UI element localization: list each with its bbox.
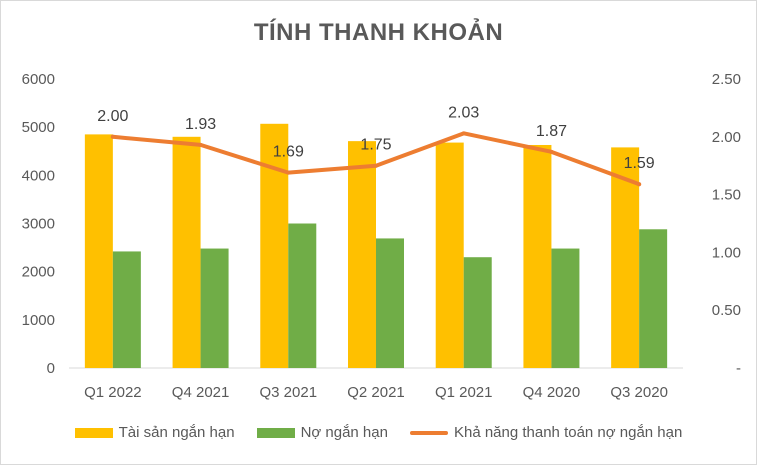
y-left-tick-label: 5000 xyxy=(22,119,55,136)
legend-item-no: Nợ ngắn hạn xyxy=(256,424,388,441)
bar-no xyxy=(112,251,141,368)
legend-item-kha-nang: Khả năng thanh toán nợ ngắn hạn xyxy=(409,424,683,441)
legend-label-tai-san: Tài sản ngắn hạn xyxy=(118,424,235,441)
x-tick-label: Q2 2021 xyxy=(347,384,405,401)
y-right-tick-label: 2.00 xyxy=(712,129,741,146)
line-point xyxy=(637,182,642,187)
data-label: 1.69 xyxy=(273,144,304,161)
data-label: 1.87 xyxy=(536,123,567,140)
bar-tai-san xyxy=(172,136,201,368)
legend-label-kha-nang: Khả năng thanh toán nợ ngắn hạn xyxy=(453,424,683,441)
x-tick-label: Q4 2021 xyxy=(172,384,230,401)
bar-tai-san xyxy=(523,144,552,368)
x-tick-label: Q3 2021 xyxy=(260,384,318,401)
legend: Tài sản ngắn hạn Nợ ngắn hạn Khả năng th… xyxy=(1,424,756,441)
y-right-tick-label: 1.50 xyxy=(712,187,741,204)
data-label: 2.00 xyxy=(97,108,128,125)
line-point xyxy=(461,131,466,136)
y-left-tick-label: 3000 xyxy=(22,216,55,233)
data-label: 1.59 xyxy=(624,155,655,172)
line-point xyxy=(110,134,115,139)
y-left-tick-label: 0 xyxy=(47,360,55,377)
legend-swatch-no xyxy=(256,427,295,438)
y-right-tick-label: - xyxy=(736,360,741,377)
x-tick-label: Q1 2021 xyxy=(435,384,493,401)
bar-no xyxy=(200,248,229,368)
data-label: 2.03 xyxy=(448,104,479,121)
bar-no xyxy=(463,257,492,368)
legend-item-tai-san: Tài sản ngắn hạn xyxy=(74,424,235,441)
legend-swatch-tai-san xyxy=(74,427,113,438)
y-right-tick-label: 1.00 xyxy=(712,244,741,261)
legend-swatch-kha-nang xyxy=(409,430,448,435)
data-label: 1.93 xyxy=(185,116,216,133)
bar-tai-san xyxy=(84,134,113,368)
data-label: 1.75 xyxy=(360,137,391,154)
x-tick-label: Q3 2020 xyxy=(610,384,668,401)
line-point xyxy=(374,163,378,168)
bar-no xyxy=(288,223,317,368)
y-right-tick-label: 2.50 xyxy=(712,71,741,88)
x-tick-label: Q4 2020 xyxy=(523,384,581,401)
y-left-tick-label: 6000 xyxy=(22,71,55,88)
legend-label-no: Nợ ngắn hạn xyxy=(300,424,388,441)
bar-no xyxy=(376,238,404,368)
y-right-tick-label: 0.50 xyxy=(712,302,741,319)
bar-tai-san xyxy=(348,141,376,368)
y-left-tick-label: 2000 xyxy=(22,264,55,281)
y-left-tick-label: 1000 xyxy=(22,312,55,329)
bar-tai-san xyxy=(435,142,464,368)
y-left-tick-label: 4000 xyxy=(22,167,55,184)
chart-title: TÍNH THANH KHOẢN xyxy=(253,19,504,46)
x-tick-label: Q1 2022 xyxy=(84,384,142,401)
bar-no xyxy=(551,248,580,368)
bar-no xyxy=(639,229,668,368)
line-point xyxy=(549,149,554,154)
line-point xyxy=(198,142,203,147)
line-point xyxy=(286,170,291,175)
